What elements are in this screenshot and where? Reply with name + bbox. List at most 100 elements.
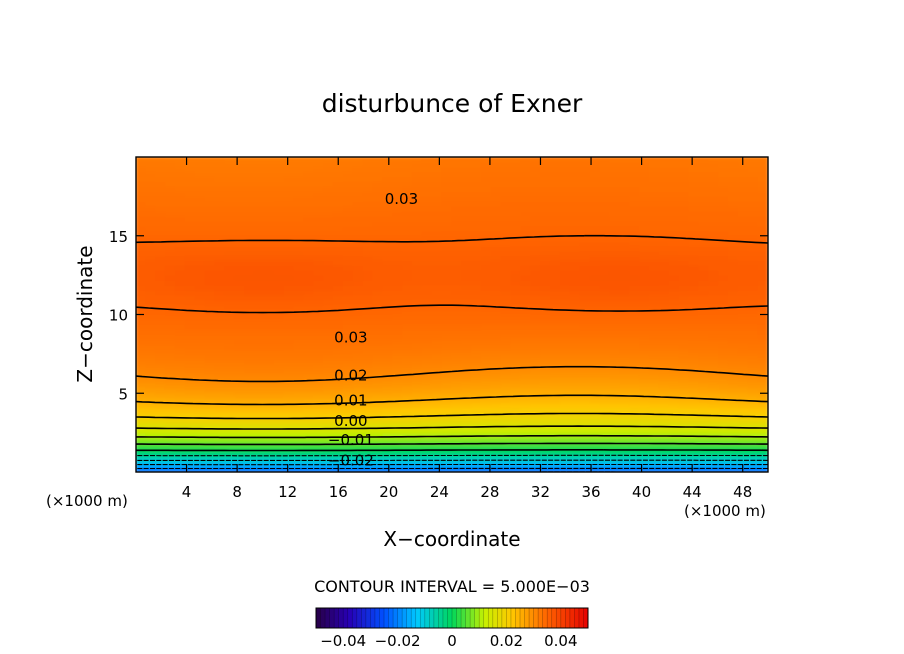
field-cell bbox=[540, 363, 552, 370]
field-cell bbox=[204, 323, 216, 330]
field-cell bbox=[668, 308, 680, 316]
field-cell bbox=[313, 451, 325, 458]
field-cell bbox=[303, 244, 315, 252]
field-cell bbox=[303, 240, 315, 247]
field-cell bbox=[214, 313, 226, 321]
field-cell bbox=[718, 422, 730, 429]
field-cell bbox=[263, 157, 275, 163]
field-cell bbox=[708, 195, 720, 202]
field-cell bbox=[392, 254, 404, 261]
field-cell bbox=[323, 157, 335, 163]
field-cell bbox=[441, 254, 453, 261]
field-cell bbox=[293, 387, 305, 394]
field-cell bbox=[293, 412, 305, 419]
field-cell bbox=[224, 235, 236, 242]
field-cell bbox=[737, 441, 749, 448]
field-cell bbox=[283, 225, 295, 232]
field-cell bbox=[431, 195, 443, 202]
field-cell bbox=[174, 304, 186, 311]
field-cell bbox=[332, 392, 344, 399]
field-cell bbox=[411, 308, 423, 316]
field-cell bbox=[165, 215, 177, 222]
field-cell bbox=[727, 427, 739, 434]
field-cell bbox=[382, 333, 394, 340]
field-cell bbox=[372, 190, 384, 197]
field-cell bbox=[461, 200, 473, 207]
field-cell bbox=[362, 397, 374, 404]
field-cell bbox=[540, 195, 552, 202]
field-cell bbox=[313, 244, 325, 252]
field-cell bbox=[698, 348, 710, 355]
field-cell bbox=[402, 225, 414, 232]
field-cell bbox=[145, 215, 157, 222]
field-cell bbox=[589, 397, 601, 404]
field-cell bbox=[204, 392, 216, 399]
field-cell bbox=[303, 279, 315, 286]
field-cell bbox=[194, 397, 206, 404]
field-cell bbox=[569, 284, 581, 291]
field-cell bbox=[737, 432, 749, 439]
field-cell bbox=[648, 402, 660, 409]
field-cell bbox=[530, 441, 542, 448]
field-cell bbox=[372, 377, 384, 385]
field-cell bbox=[599, 407, 611, 414]
field-cell bbox=[253, 299, 265, 306]
field-cell bbox=[174, 427, 186, 434]
field-cell bbox=[411, 200, 423, 207]
field-cell bbox=[668, 244, 680, 252]
field-cell bbox=[136, 363, 147, 370]
field-cell bbox=[174, 353, 186, 360]
field-cell bbox=[293, 289, 305, 296]
field-cell bbox=[421, 368, 433, 375]
field-cell bbox=[698, 215, 710, 222]
field-cell bbox=[619, 176, 631, 183]
field-cell bbox=[431, 432, 443, 439]
field-cell bbox=[609, 353, 621, 360]
field-cell bbox=[402, 171, 414, 178]
field-cell bbox=[629, 304, 641, 311]
x-tick-label: 40 bbox=[632, 483, 651, 501]
field-cell bbox=[639, 387, 651, 394]
field-cell bbox=[362, 181, 374, 188]
field-cell bbox=[471, 176, 483, 183]
field-cell bbox=[737, 387, 749, 394]
field-cell bbox=[579, 240, 591, 247]
field-cell bbox=[204, 368, 216, 375]
field-cell bbox=[747, 220, 759, 227]
field-cell bbox=[421, 417, 433, 424]
field-cell bbox=[214, 372, 226, 380]
field-cell bbox=[727, 279, 739, 286]
field-cell bbox=[224, 200, 236, 207]
field-cell bbox=[560, 358, 572, 365]
field-cell bbox=[263, 299, 275, 306]
field-cell bbox=[273, 323, 285, 330]
field-cell bbox=[323, 274, 335, 281]
field-cell bbox=[204, 343, 216, 350]
field-cell bbox=[421, 387, 433, 394]
field-cell bbox=[550, 249, 562, 257]
field-cell bbox=[530, 343, 542, 350]
field-cell bbox=[727, 161, 739, 168]
field-cell bbox=[402, 161, 414, 168]
field-cell bbox=[411, 190, 423, 197]
field-cell bbox=[382, 328, 394, 335]
field-cell bbox=[481, 299, 493, 306]
field-cell bbox=[194, 432, 206, 439]
field-cell bbox=[194, 274, 206, 281]
field-cell bbox=[500, 466, 512, 472]
field-cell bbox=[668, 422, 680, 429]
colorbar-swatch bbox=[361, 608, 367, 628]
field-cell bbox=[481, 432, 493, 439]
field-cell bbox=[500, 402, 512, 409]
field-cell bbox=[648, 387, 660, 394]
field-cell bbox=[402, 205, 414, 212]
field-cell bbox=[589, 161, 601, 168]
field-cell bbox=[323, 377, 335, 385]
field-cell bbox=[184, 269, 196, 276]
field-cell bbox=[520, 205, 532, 212]
colorbar-swatch bbox=[384, 608, 389, 628]
field-cell bbox=[224, 264, 236, 271]
field-cell bbox=[214, 392, 226, 399]
field-cell bbox=[481, 382, 493, 389]
field-cell bbox=[136, 254, 147, 261]
